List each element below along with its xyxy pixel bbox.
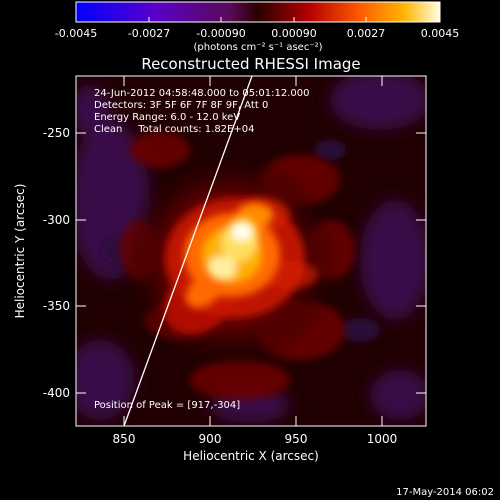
hxr-image [76,76,426,426]
colorbar [75,1,441,23]
colorbar-tick-label: -0.0027 [128,27,170,40]
colorbar-ticks [75,17,441,22]
peak-position-label: Position of Peak = [917,-304] [94,400,240,411]
y-tick-label: -300 [43,213,70,227]
x-axis-label: Heliocentric X (arcsec) [183,449,319,463]
y-tick-label: -400 [43,386,70,400]
colorbar-tick-label: -0.00090 [196,27,245,40]
x-tick-label: 950 [285,432,308,446]
info-counts: Clean Total counts: 1.82E+04 [94,124,254,135]
colorbar-unit-label: (photons cm⁻² s⁻¹ asec⁻²) [193,42,322,53]
x-tick-label: 900 [199,432,222,446]
info-time-range: 24-Jun-2012 04:58:48.000 to 05:01:12.000 [94,88,310,99]
colorbar-tick-label: -0.0045 [55,27,97,40]
axis-ticks [76,76,426,426]
solar-limb-line [123,76,253,426]
y-tick-label: -250 [43,126,70,140]
info-detectors: Detectors: 3F 5F 6F 7F 8F 9F, Att 0 [94,100,268,111]
plot-frame [75,75,427,427]
colorbar-tick-label: 0.0027 [347,27,386,40]
y-axis-label: Heliocentric Y (arcsec) [13,184,27,319]
timestamp: 17-May-2014 06:02 [396,487,494,498]
x-tick-label: 1000 [367,432,398,446]
y-tick-label: -350 [43,299,70,313]
info-energy-range: Energy Range: 6.0 - 12.0 keV [94,112,240,123]
x-tick-label: 850 [113,432,136,446]
colorbar-tick-label: 0.0045 [421,27,460,40]
plot-title: Reconstructed RHESSI Image [141,55,360,73]
colorbar-tick-label: 0.00090 [271,27,317,40]
